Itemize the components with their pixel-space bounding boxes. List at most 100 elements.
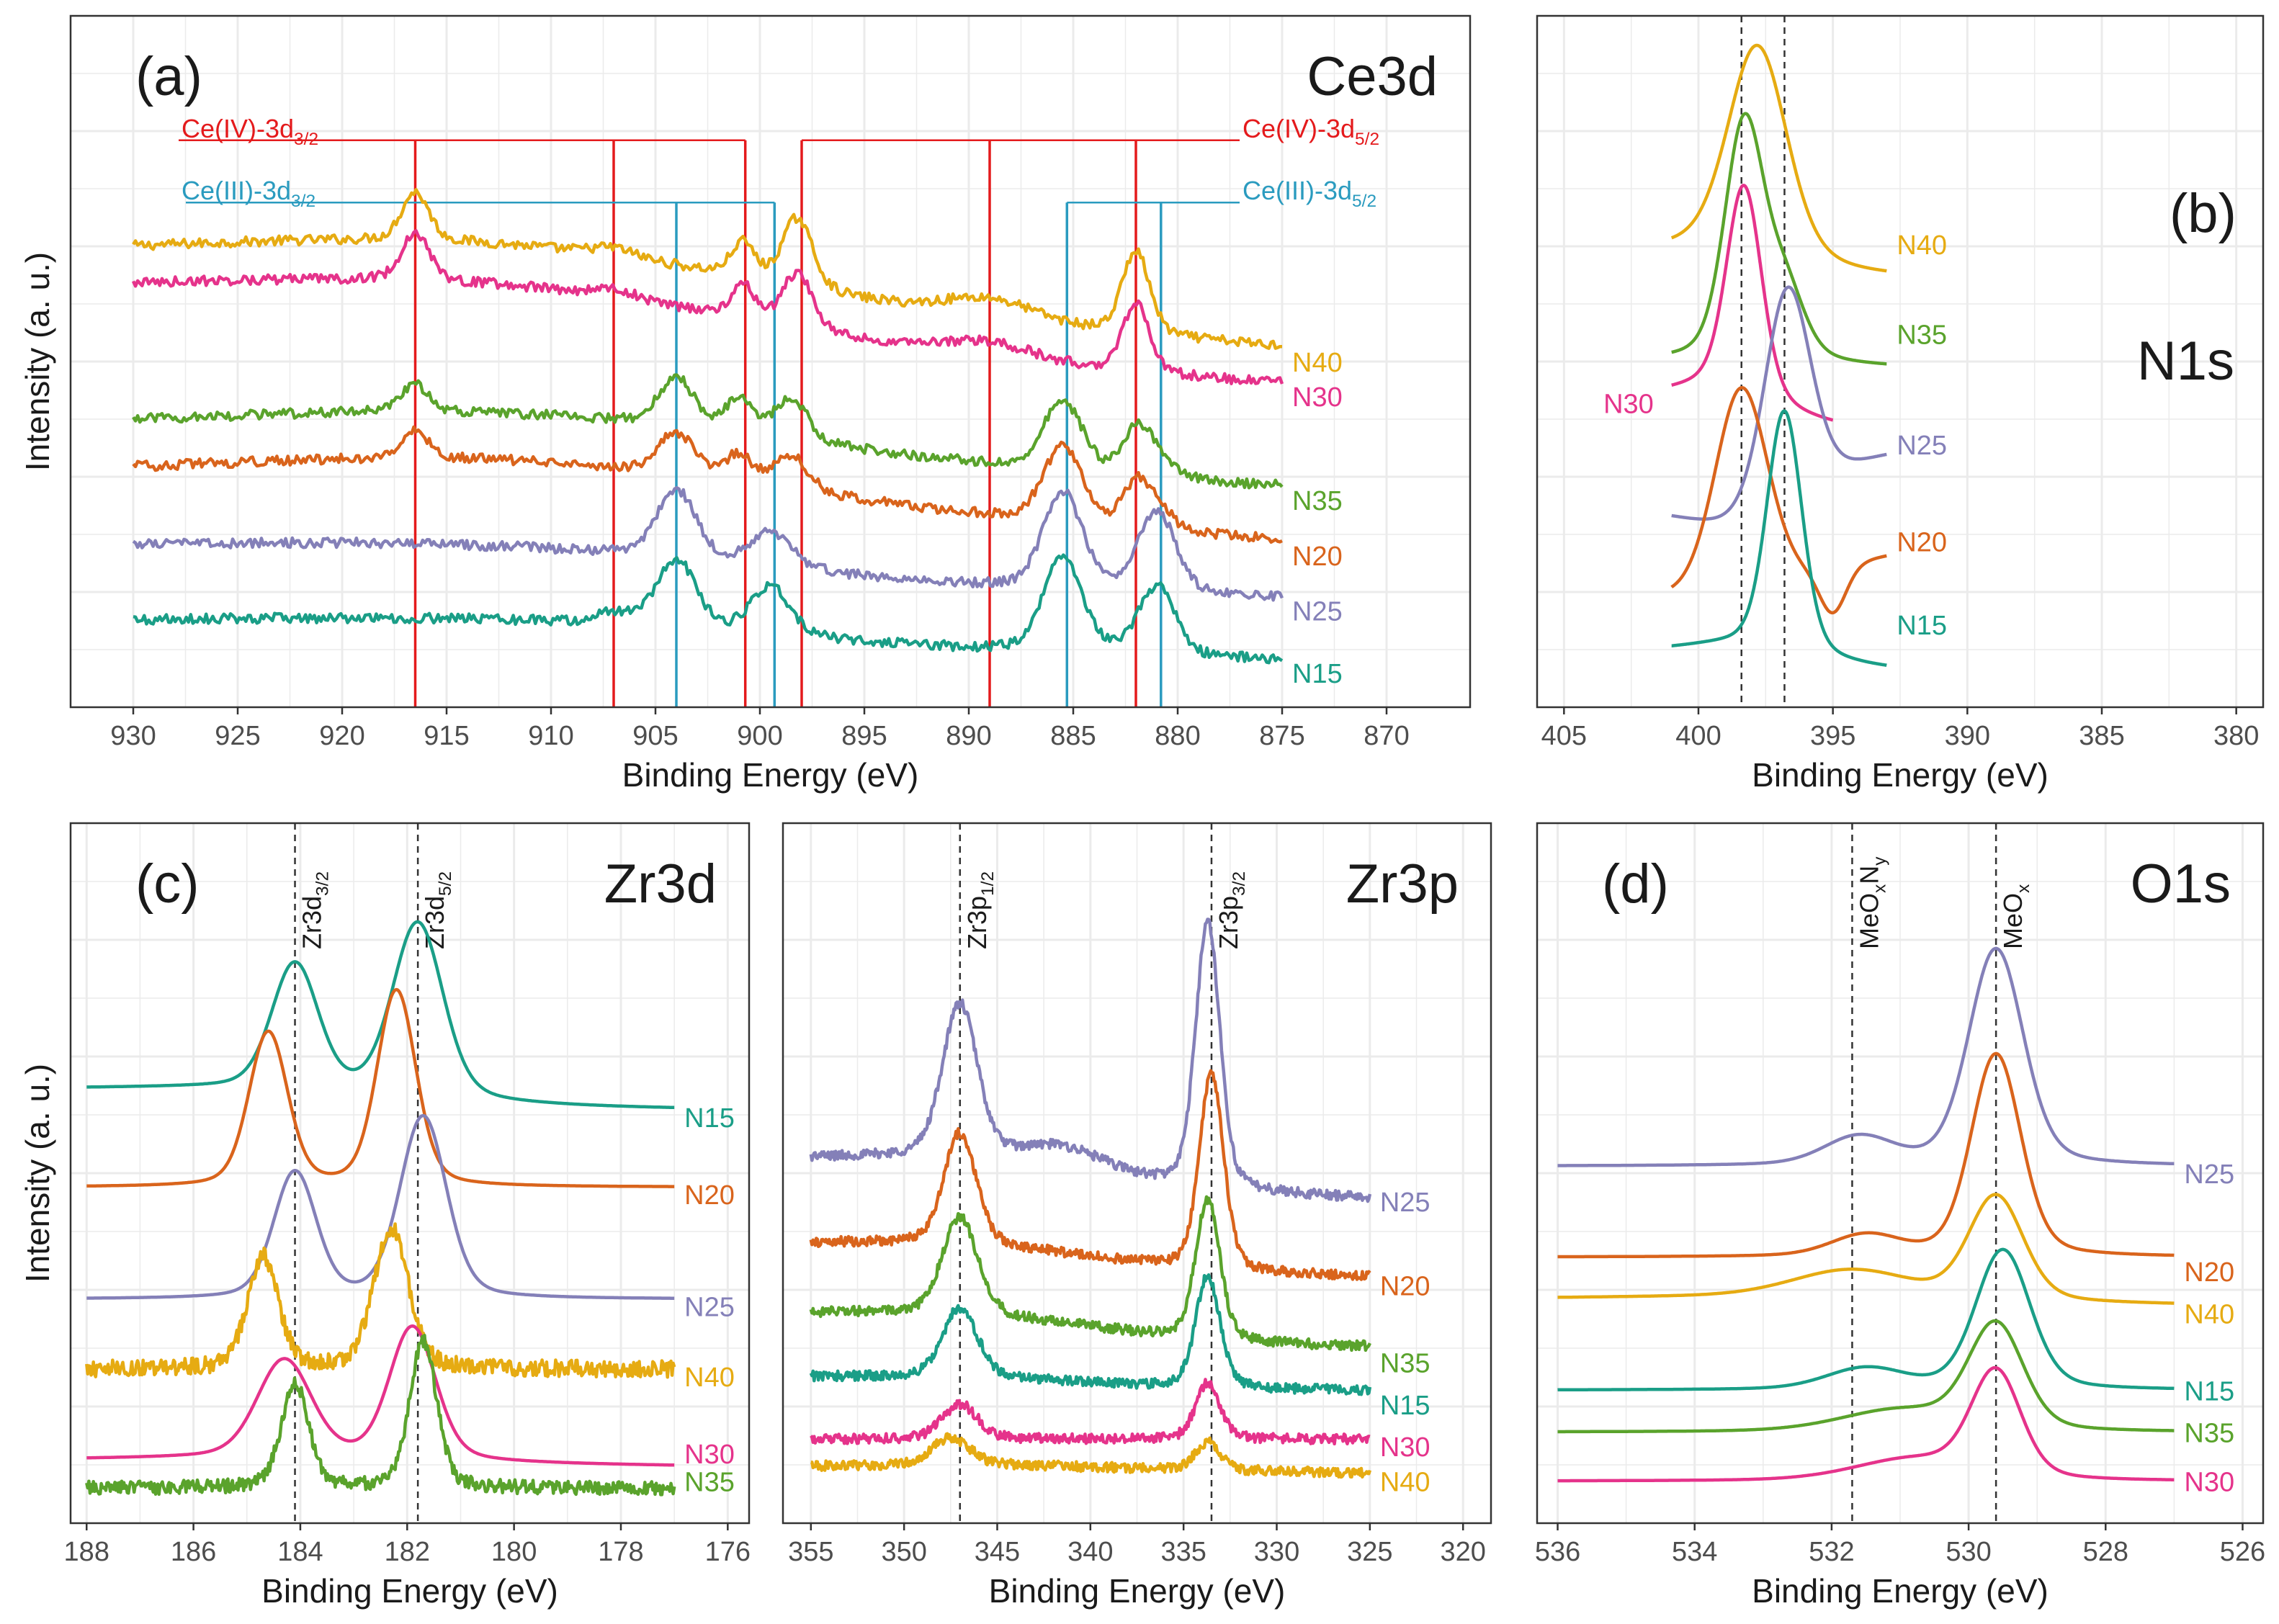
- x-tick-label: 405: [1541, 721, 1587, 751]
- x-tick-label: 345: [975, 1537, 1020, 1567]
- x-tick-label: 885: [1050, 721, 1096, 751]
- plot-frame: [69, 822, 751, 1525]
- series-end-label: N35: [684, 1468, 735, 1498]
- plot-frame: [1536, 822, 2265, 1525]
- x-axis-label: Binding Energy (eV): [1752, 1572, 2049, 1610]
- series-end-label: N15: [1292, 659, 1343, 689]
- x-tick-label: 184: [277, 1537, 323, 1567]
- series-line-N30: [86, 1324, 675, 1467]
- series-end-label: N20: [1292, 542, 1343, 572]
- x-tick-label: 534: [1672, 1537, 1717, 1567]
- series-line-N20: [1557, 1051, 2175, 1259]
- x-axis-label: Binding Energy (eV): [1752, 756, 2049, 794]
- y-axis-label: Intensity (a. u.): [19, 1064, 56, 1283]
- series-end-label: N30: [1292, 382, 1343, 413]
- y-axis-label: Intensity (a. u.): [19, 252, 56, 471]
- series-line-N35: [1670, 112, 1889, 366]
- x-axis-label: Binding Energy (eV): [261, 1572, 558, 1610]
- plot-frame: [69, 14, 1472, 709]
- x-tick-label: 188: [64, 1537, 109, 1567]
- panel-d: MeOxNy MeOx N25 N20 N40 N15 N35 N30 536 534 532 530…: [1535, 822, 2265, 1610]
- series-line-N40: [85, 1222, 676, 1379]
- x-tick-label: 176: [705, 1537, 751, 1567]
- plot-frame: [1536, 14, 2265, 709]
- panel-title: N1s: [2137, 331, 2234, 392]
- panel-title: O1s: [2131, 853, 2231, 915]
- dashed-line-label: Zr3d3/2: [297, 871, 333, 949]
- dashed-line-label: Zr3d5/2: [420, 871, 455, 949]
- panel-title: Zr3p: [1346, 853, 1459, 915]
- x-tick-label: 385: [2079, 721, 2124, 751]
- series-line-N20: [1670, 386, 1889, 615]
- series-line-N25: [1557, 946, 2175, 1167]
- x-tick-label: 400: [1675, 721, 1721, 751]
- series-line-N35: [85, 1333, 676, 1497]
- series-line-N15: [133, 553, 1284, 665]
- series-end-label: N30: [684, 1440, 735, 1470]
- series-line-N35: [132, 373, 1284, 490]
- x-tick-label: 530: [1946, 1537, 1991, 1567]
- series-end-label: N15: [1380, 1391, 1430, 1421]
- dashed-line-label: Zr3p1/2: [962, 871, 998, 949]
- x-tick-label: 178: [598, 1537, 643, 1567]
- x-tick-label: 325: [1347, 1537, 1392, 1567]
- panel-zr3p: Zr3p1/2 Zr3p3/2 N25 N20 N35 N15 N30 N40 355 350 34…: [782, 822, 1492, 1610]
- series-end-label: N25: [1292, 597, 1343, 627]
- series-line-N30: [810, 1378, 1371, 1446]
- series-line-N15: [1670, 409, 1889, 667]
- x-tick-label: 910: [528, 721, 573, 751]
- reference-label: Ce(III)-3d5/2: [1243, 176, 1376, 211]
- panel-a: Ce(IV)-3d3/2 Ce(IV)-3d5/2 Ce(III)-3d3/2 Ce(…: [19, 14, 1472, 794]
- series-end-label: N20: [1380, 1272, 1430, 1302]
- x-tick-label: 528: [2083, 1537, 2128, 1567]
- x-tick-label: 880: [1155, 721, 1200, 751]
- panel-label: (d): [1602, 853, 1669, 915]
- series-end-label: N35: [1380, 1348, 1430, 1378]
- reference-label: Ce(IV)-3d5/2: [1243, 114, 1379, 149]
- series-end-label: N40: [1380, 1468, 1430, 1498]
- series-line-N20: [809, 1069, 1371, 1281]
- x-tick-label: 870: [1364, 721, 1409, 751]
- x-tick-label: 395: [1810, 721, 1855, 751]
- series-line-N30: [1557, 1365, 2175, 1483]
- series-end-label: N20: [2184, 1257, 2234, 1288]
- series-end-label: N15: [684, 1103, 735, 1134]
- series-end-label: N15: [1897, 611, 1947, 641]
- x-tick-label: 186: [171, 1537, 216, 1567]
- series-end-label: N15: [2184, 1376, 2234, 1407]
- series-end-label: N25: [1380, 1188, 1430, 1218]
- panel-title: Zr3d: [604, 853, 717, 915]
- series-end-label: N20: [684, 1180, 735, 1211]
- series-end-label: N40: [684, 1363, 735, 1393]
- series-end-label: N30: [1380, 1432, 1430, 1463]
- x-tick-label: 335: [1160, 1537, 1206, 1567]
- dashed-line-label: Zr3p3/2: [1214, 871, 1249, 949]
- x-tick-label: 380: [2213, 721, 2259, 751]
- dashed-line-label: MeOxNy: [1854, 856, 1889, 949]
- series-line-N25: [809, 918, 1372, 1203]
- x-tick-label: 320: [1440, 1537, 1485, 1567]
- x-tick-label: 925: [215, 721, 260, 751]
- series-line-N30: [1670, 184, 1835, 422]
- series-line-N25: [1670, 285, 1889, 521]
- series-line-N30: [131, 229, 1284, 385]
- panel-label: (c): [135, 853, 200, 915]
- series-line-N15: [1557, 1247, 2175, 1392]
- x-tick-label: 390: [1945, 721, 1990, 751]
- series-line-N20: [132, 425, 1283, 544]
- x-tick-label: 182: [385, 1537, 430, 1567]
- series-end-label: N35: [2184, 1419, 2234, 1449]
- series-end-label: N40: [1292, 348, 1343, 378]
- series-line-N40: [1557, 1193, 2175, 1305]
- series-line-N40: [810, 1432, 1372, 1479]
- series-end-label: N20: [1897, 528, 1947, 558]
- x-tick-label: 895: [841, 721, 887, 751]
- x-tick-label: 890: [946, 721, 991, 751]
- x-tick-label: 350: [881, 1537, 926, 1567]
- plot-frame: [782, 822, 1492, 1525]
- panel-label: (a): [135, 46, 202, 107]
- x-tick-label: 536: [1535, 1537, 1580, 1567]
- panel-label: (b): [2170, 183, 2237, 244]
